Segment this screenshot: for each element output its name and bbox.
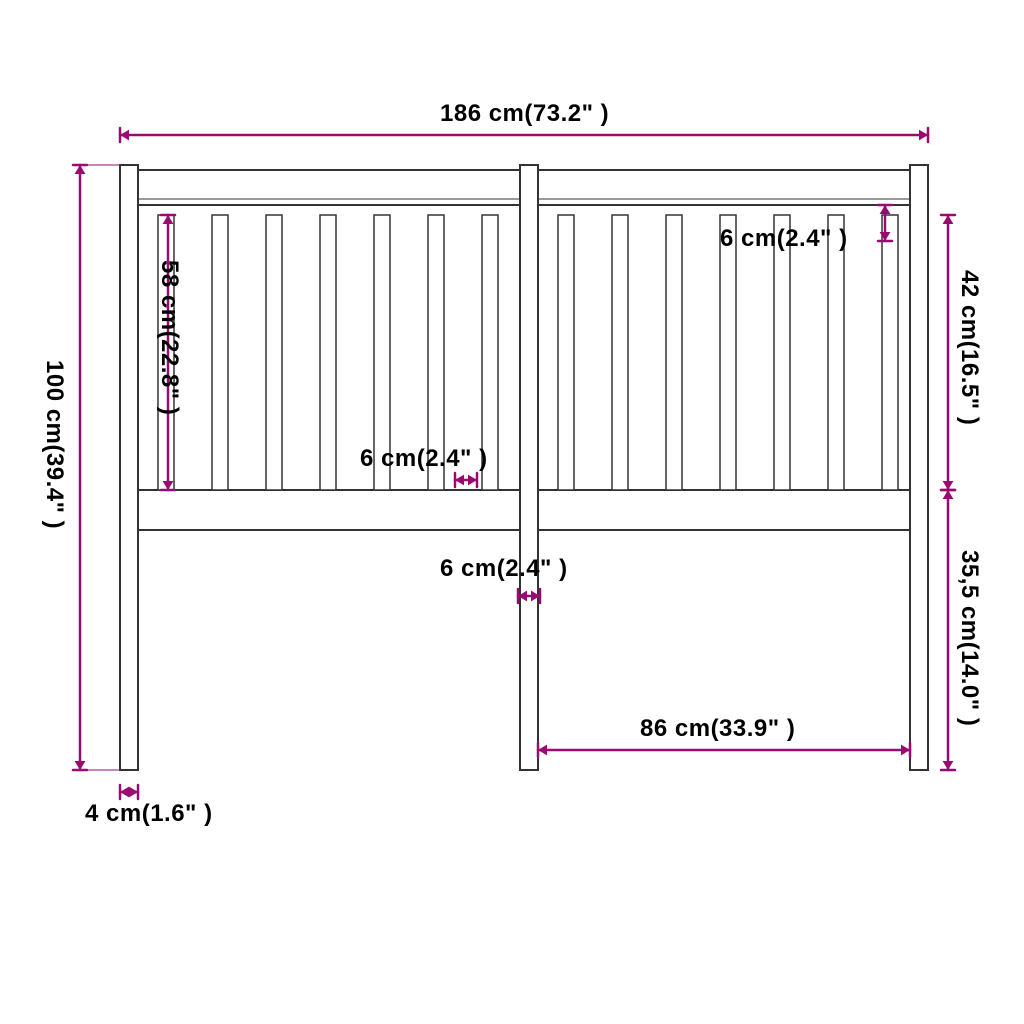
drawing-svg [0,0,1024,1024]
dim-post-depth: 4 cm(1.6" ) [85,800,213,828]
dim-half-width: 86 cm(33.9" ) [640,715,795,743]
dim-total-width: 186 cm(73.2" ) [440,100,609,128]
dim-total-height: 100 cm(39.4" ) [40,360,68,529]
dimension-diagram: { "colors": { "outline": "#333333", "dim… [0,0,1024,1024]
dim-mid-post-width: 6 cm(2.4" ) [440,555,568,583]
dim-right-lower: 35,5 cm(14.0" ) [955,550,983,726]
dim-right-upper: 42 cm(16.5" ) [955,270,983,425]
dim-rail-height: 6 cm(2.4" ) [720,225,848,253]
dim-slat-width: 6 cm(2.4" ) [360,445,488,473]
dim-panel-height: 58 cm(22.8" ) [155,260,183,415]
